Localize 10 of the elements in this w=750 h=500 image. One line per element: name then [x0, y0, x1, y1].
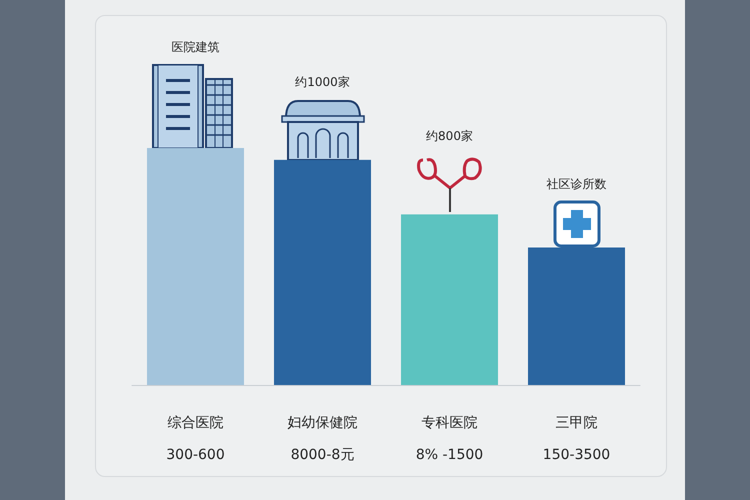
x-tick-label: 专科医院 8% -1500: [416, 415, 484, 463]
x-tick-label: 三甲院 150-3500: [542, 415, 610, 463]
x-tick-label: 妇幼保健院 8000-8元: [288, 415, 358, 463]
x-tick-label: 综合医院 300-600: [166, 415, 225, 463]
bar: [528, 248, 625, 385]
text: 约800家: [426, 128, 473, 146]
text: 约1000家: [295, 74, 350, 91]
bar: [401, 214, 498, 385]
text: 医院建筑: [172, 39, 220, 56]
annotation: 社区诊所数: [546, 176, 606, 193]
